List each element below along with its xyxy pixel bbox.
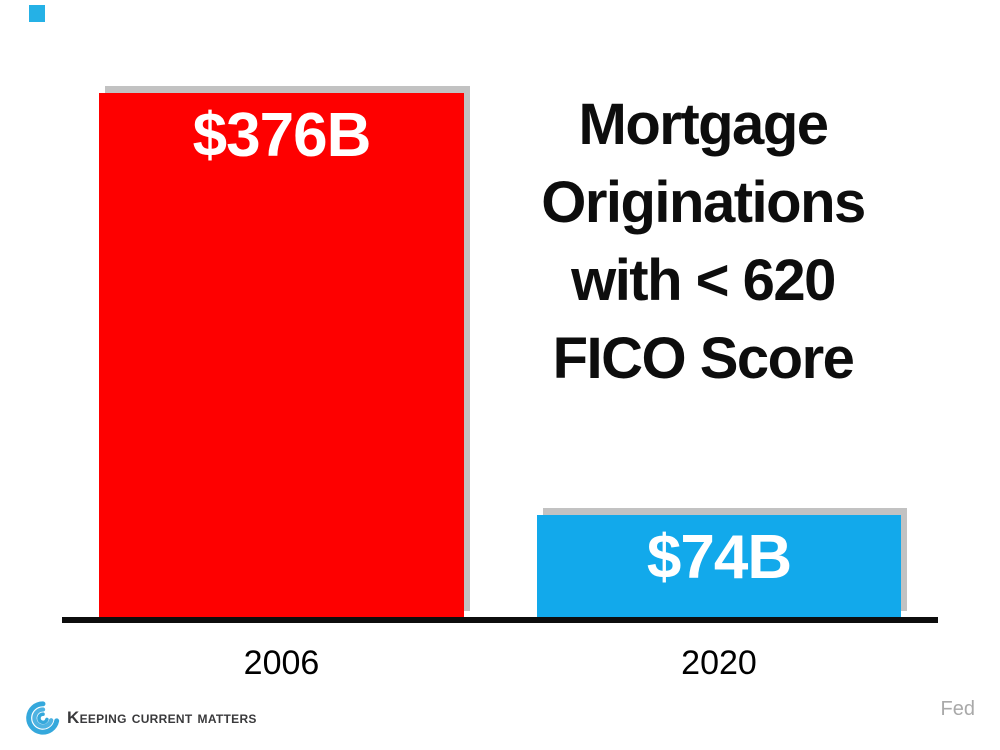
x-tick-2006: 2006 bbox=[243, 644, 320, 682]
chart-title: Mortgage Originations with < 620 FICO Sc… bbox=[462, 86, 944, 398]
kcm-logo-text: Keeping Current Matters bbox=[67, 708, 257, 727]
chart-title-line-1: Mortgage bbox=[578, 92, 830, 157]
x-axis-line bbox=[62, 617, 938, 623]
x-tick-2020: 2020 bbox=[681, 644, 757, 682]
kcm-logo: Keeping Current Matters bbox=[26, 701, 257, 735]
source-label: Fed bbox=[940, 698, 975, 720]
bar-2020: $74B bbox=[537, 515, 901, 618]
chart-title-line-2: Originations bbox=[541, 170, 866, 235]
bar-2006: $376B bbox=[99, 93, 464, 618]
chart-title-line-4: FICO Score bbox=[552, 326, 855, 391]
kcm-swirl-icon bbox=[26, 701, 60, 735]
bar-value-label-2006: $376B bbox=[192, 101, 372, 170]
accent-square bbox=[29, 5, 45, 22]
bar-value-label-2020: $74B bbox=[646, 523, 792, 592]
chart-title-line-3: with < 620 bbox=[571, 248, 836, 313]
